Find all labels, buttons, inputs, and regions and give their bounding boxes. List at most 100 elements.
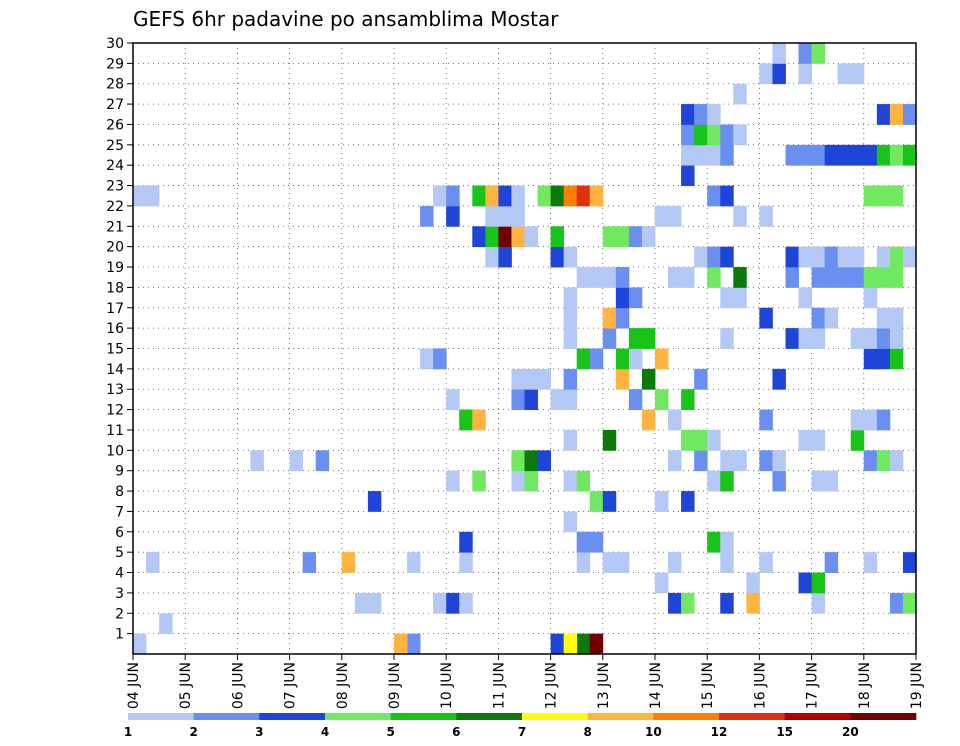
x-tick-label: 10 JUN [439,662,455,709]
heatmap-cell [889,246,904,268]
colorbar-label: 15 [776,725,793,739]
heatmap-cell [576,531,591,553]
heatmap-cell [668,552,682,573]
heatmap-cell [759,307,773,329]
heatmap-cell [524,226,538,248]
heatmap-cell [407,633,421,655]
x-axis-ticks: 04 JUN 05 JUN 06 JUN 07 JUN 08 JUN 09 JUN 10 J… [126,654,925,709]
heatmap-cell [785,144,799,166]
colorbar-label: 6 [452,725,460,739]
y-tick-label: 8 [115,484,124,500]
heatmap-cell [589,348,604,370]
heatmap-cell [655,205,669,227]
x-tick-label: 17 JUN [805,662,821,709]
x-tick-label: 09 JUN [387,662,403,709]
heatmap-cell [446,592,460,614]
heatmap-cell [615,267,630,288]
heatmap-cell [863,267,878,288]
heatmap-cell [655,491,669,512]
heatmap-cell [459,592,473,614]
heatmap-cell [537,450,551,472]
heatmap-cell [472,226,486,248]
heatmap-cell [811,144,826,166]
heatmap-cell [250,450,264,472]
heatmap-cell [889,328,904,349]
heatmap-cell [159,613,173,635]
x-tick-label: 13 JUN [596,662,612,709]
heatmap-cell [876,450,891,472]
heatmap-cell [798,287,812,309]
heatmap-cell [315,450,330,472]
y-tick-label: 19 [106,260,124,276]
heatmap-cell [485,205,499,227]
heatmap-cell [589,633,604,655]
heatmap-cell [798,144,812,166]
heatmap-cell [889,592,904,614]
colorbar-swatch [653,713,720,720]
heatmap-cell [720,246,734,268]
heatmap-cell [798,429,812,451]
heatmap-cell [498,246,512,268]
heatmap-cell [811,246,826,268]
y-axis-ticks: 1234567891011121314151617181920212223242… [106,36,133,643]
heatmap-cell [367,491,382,512]
heatmap-cell [681,389,695,410]
heatmap-cell [602,226,617,248]
heatmap-cell [798,43,812,64]
y-tick-label: 5 [115,545,124,561]
heatmap-cell [876,307,891,329]
heatmap-cell [563,246,578,268]
heatmap-cell [602,307,617,329]
heatmap-cell [459,531,473,553]
x-tick-label: 19 JUN [909,662,925,709]
heatmap-cell [511,368,525,390]
heatmap-cell [707,104,721,125]
heatmap-cell [720,287,734,309]
y-tick-label: 14 [106,362,124,378]
heatmap-cell [655,389,669,410]
heatmap-cell [746,592,760,614]
heatmap-cell [824,470,839,492]
heatmap-cell [811,572,826,594]
heatmap-cell [889,185,904,207]
heatmap-cell [550,185,565,207]
heatmap-cell [433,592,447,614]
heatmap-cell [876,328,891,349]
colorbar: 1 2 3 4 5 6 7 8 10 12 15 20 [124,713,917,739]
heatmap-cell [694,429,708,451]
heatmap-cell [446,205,460,227]
heatmap-cell [733,287,747,309]
heatmap-cell [615,368,630,390]
heatmap-cell [694,144,708,166]
heatmap-cell [472,470,486,492]
heatmap-cell [511,470,525,492]
x-tick-label: 05 JUN [178,662,194,709]
heatmap-cell [824,144,839,166]
heatmap-cell [302,552,317,573]
colorbar-label: 7 [518,725,526,739]
heatmap-cell [394,633,408,655]
heatmap-cell [733,267,747,288]
heatmap-cell [707,144,721,166]
heatmap-cell [876,246,891,268]
heatmap-cell [641,328,656,349]
heatmap-cell [615,552,630,573]
heatmap-cell [615,287,630,309]
x-tick-label: 18 JUN [857,662,873,709]
heatmap-cell [485,246,499,268]
heatmap-cell [850,409,865,431]
heatmap-cell [655,348,669,370]
colorbar-label: 10 [645,725,662,739]
colorbar-label: 5 [386,725,394,739]
heatmap-cell [746,572,760,594]
heatmap-cell [694,450,708,472]
heatmap-cell [733,124,747,146]
chart-title: GEFS 6hr padavine po ansamblima Mostar [133,7,559,31]
colorbar-label: 12 [711,725,728,739]
heatmap-cell [459,409,473,431]
heatmap-cell [824,246,839,268]
colorbar-label: 1 [124,725,132,739]
heatmap-cell [759,450,773,472]
heatmap-cell [863,450,878,472]
